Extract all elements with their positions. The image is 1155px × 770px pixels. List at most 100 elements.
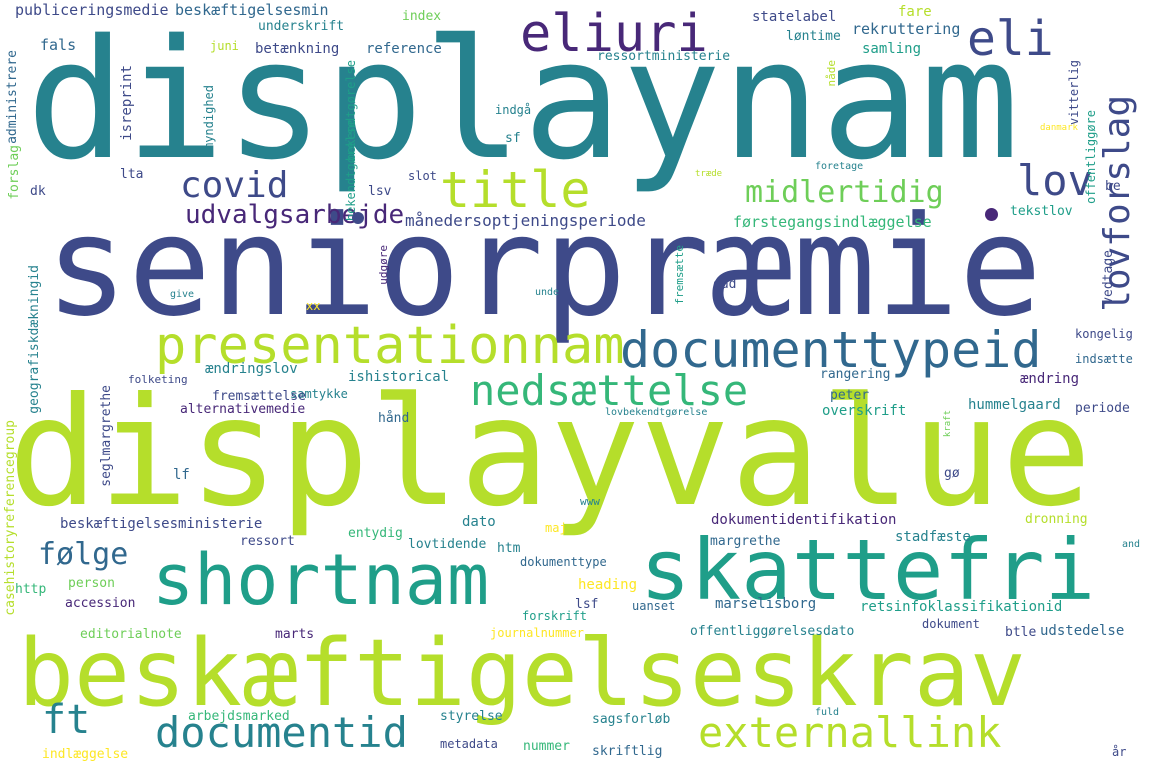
word-lovtidende: lovtidende (408, 537, 487, 552)
word-http: http (15, 582, 47, 597)
word-tekstlov: tekstlov (1010, 204, 1073, 219)
word-htm: htm (497, 541, 521, 556)
word-presentationnam: presentationnam (155, 316, 625, 376)
word-rangering: rangering (820, 367, 891, 382)
word-trade: træde (695, 169, 723, 179)
word-displaynam: displaynam (26, 4, 1020, 196)
word-documentid: documentid (155, 708, 408, 757)
word-samling: samling (862, 41, 922, 57)
word-publiceringsmedie: publiceringsmedie (15, 1, 169, 19)
word-skriftlig: skriftlig (592, 744, 663, 759)
word-index: index (402, 9, 442, 24)
word-casehistoryreferencegroup: casehistoryreferencegroup (3, 420, 18, 616)
word-externallink: externallink (698, 708, 1002, 757)
word-indsaette: indsætte (1075, 352, 1133, 366)
word-editorialnote: editorialnote (80, 627, 182, 642)
word-styrelse: styrelse (440, 709, 503, 724)
word-udgoere: udgøre (377, 245, 390, 285)
word-udstedelse: udstedelse (1040, 623, 1125, 639)
word-fare: fare (898, 4, 932, 20)
word-margrethe: margrethe (710, 534, 781, 549)
word-fremsaette: fremsætte (673, 245, 686, 305)
word-isreprint: isreprint (119, 65, 135, 141)
word-offentliggoerelsesdato: offentliggørelsesdato (690, 624, 855, 639)
word-periode: periode (1075, 401, 1130, 416)
word-overskrift: overskrift (822, 403, 907, 419)
word-foretage: foretage (815, 161, 864, 172)
word-statelabel: statelabel (752, 9, 837, 25)
word-dronning: dronning (1025, 512, 1088, 527)
word-folketing: folketing (128, 373, 188, 386)
word-seniorpraemie: seniorpræmie (45, 186, 1042, 347)
word-lov: lov (1017, 156, 1093, 205)
word-underskrift: underskrift (258, 19, 345, 34)
word-xx: xx (306, 299, 321, 313)
word-dokumentidentifikation: dokumentidentifikation (711, 512, 897, 528)
word-heading: heading (578, 577, 638, 593)
word-aendring: ændring (1020, 371, 1080, 387)
word-alternativemedie: alternativemedie (180, 402, 306, 417)
word-peter: peter (830, 388, 870, 403)
word-naade: nåde (825, 60, 838, 87)
word-displayvalue: displayvalue (8, 366, 1092, 540)
word-samtykke: samtykke (290, 387, 348, 401)
word-foerstegangsindlaeggelse: førstegangsindlæggelse (733, 213, 932, 231)
word-shortnam: shortnam (152, 539, 490, 621)
word-journalnummer: journalnummer (490, 626, 584, 640)
word-danmark: danmark (1040, 123, 1078, 133)
word-lsv: lsv (368, 184, 392, 199)
word-marts: marts (275, 627, 315, 642)
word-ressort: ressort (240, 534, 295, 549)
word-ishistorical: ishistorical (348, 369, 450, 385)
word-entydig: entydig (348, 526, 403, 541)
word-aendringslov: ændringslov (205, 361, 298, 377)
word-vitterlig: vitterlig (1067, 60, 1081, 126)
word-haand: hånd (378, 411, 410, 426)
word-offentliggoere: offentliggøre (1084, 110, 1098, 204)
word-midlertidig: midlertidig (745, 175, 944, 210)
word-hummelgaard: hummelgaard (968, 397, 1061, 413)
word-beskaeftigelsesmin: beskæftigelsesmin (175, 1, 329, 19)
word-vedtage: vedtage (1101, 250, 1116, 305)
word-maanedersoptjeningsperiode: månedersoptjeningsperiode (405, 211, 646, 230)
word-unde: unde (535, 287, 560, 298)
word-dokumenttype: dokumenttype (520, 555, 607, 569)
word-fremsaettelse: fremsættelse (212, 389, 306, 404)
word-betaenkning: betænkning (255, 41, 340, 57)
word-arbejdsmarked: arbejdsmarked (188, 709, 290, 724)
word-marselisborg: marselisborg (715, 596, 817, 612)
word-btle: btle (1005, 625, 1037, 640)
word-stadfaeste: stadfæste (895, 529, 971, 545)
word-ressortministerie: ressortministerie (597, 49, 731, 64)
word-beskaeftigelseskrav: beskæftigelseskrav (18, 619, 1026, 727)
word-foelge: følge (38, 537, 129, 572)
word-retsinfoklassifikationid: retsinfoklassifikationid (860, 599, 1063, 615)
word-geografiskdaekningid: geografiskdækningid (27, 265, 42, 414)
word-indlaeggelse: indlæggelse (42, 747, 129, 762)
word-myndighed: myndighed (202, 85, 216, 151)
word-uanset: uanset (632, 599, 676, 613)
word-kongelig: kongelig (1075, 327, 1133, 341)
word-aar: år (1112, 745, 1127, 759)
word-covid: covid (180, 165, 289, 206)
word-fals: fals (40, 36, 77, 54)
word-sagsforloeb: sagsforløb (592, 712, 671, 727)
word-lta: lta (120, 167, 144, 182)
word-lsf: lsf (575, 597, 599, 612)
word-dokument: dokument (922, 617, 980, 631)
word-bekendtgoerelse-b: bekendtgørelse (344, 120, 358, 222)
word-goe: gø (944, 466, 960, 481)
word-eliuri: eliuri (520, 4, 708, 64)
word-kraft: kraft (943, 410, 953, 438)
word-nummer: nummer (523, 739, 570, 754)
dot-left (352, 212, 364, 224)
word-www: www (580, 495, 600, 508)
word-dato: dato (462, 514, 496, 530)
word-reference: reference (366, 41, 442, 57)
word-metadata: metadata (440, 737, 498, 751)
word-lf: lf (173, 467, 190, 483)
word-forskrift: forskrift (522, 609, 588, 623)
word-gud: gud (713, 277, 737, 292)
word-sf: sf (505, 131, 521, 146)
